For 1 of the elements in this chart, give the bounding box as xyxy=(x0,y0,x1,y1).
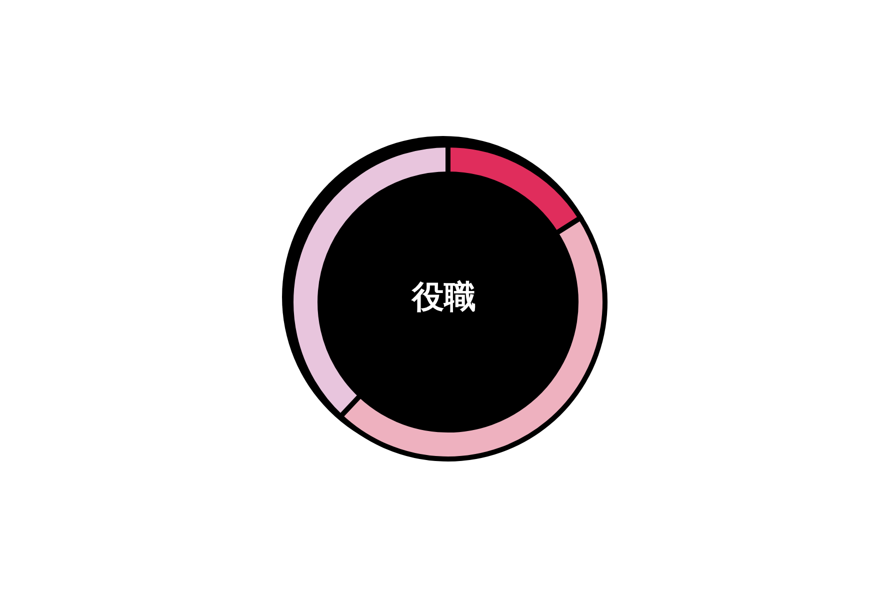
text: 役職 xyxy=(411,277,476,316)
